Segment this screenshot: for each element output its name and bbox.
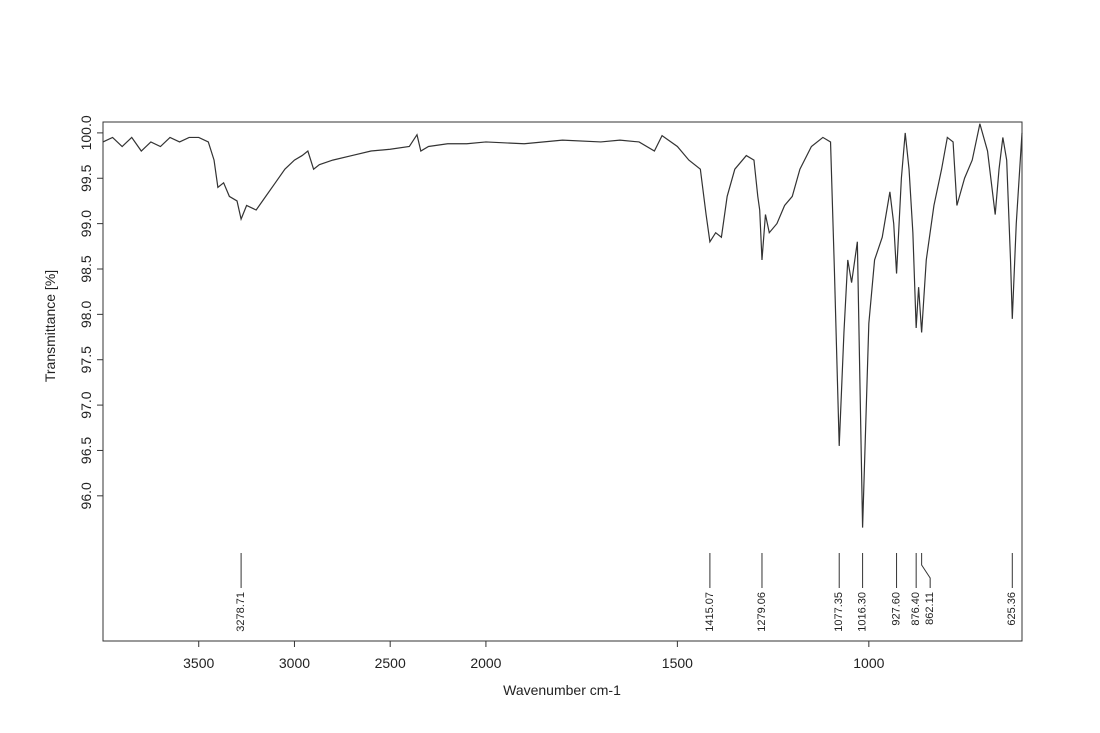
y-tick-label: 97.0 <box>78 391 94 418</box>
y-tick-label: 99.0 <box>78 210 94 237</box>
peak-label: 1415.07 <box>704 592 716 632</box>
x-axis-label: Wavenumber cm-1 <box>503 682 621 698</box>
peak-label: 1077.35 <box>833 592 845 632</box>
x-tick-label: 2500 <box>375 655 406 671</box>
y-tick-label: 96.0 <box>78 482 94 509</box>
peak-label: 862.11 <box>924 592 936 625</box>
y-tick-label: 97.5 <box>78 346 94 373</box>
plot-frame <box>102 121 1023 642</box>
y-axis-label: Transmittance [%] <box>42 270 58 382</box>
peak-label: 1016.30 <box>856 592 868 632</box>
x-tick-label: 3000 <box>279 655 310 671</box>
peak-leader <box>921 553 931 588</box>
peak-label: 876.40 <box>910 592 922 626</box>
y-tick-label: 96.5 <box>78 437 94 464</box>
y-tick-label: 98.0 <box>78 301 94 328</box>
spectrum-line <box>102 123 1023 528</box>
x-tick-label: 1000 <box>853 655 884 671</box>
x-tick-label: 2000 <box>470 655 501 671</box>
peak-label: 3278.71 <box>235 592 247 632</box>
peak-label: 625.36 <box>1006 592 1018 626</box>
y-tick-label: 98.5 <box>78 255 94 282</box>
y-tick-label: 99.5 <box>78 164 94 191</box>
x-tick-label: 1500 <box>662 655 693 671</box>
y-tick-label: 100.0 <box>78 115 94 150</box>
x-tick-label: 3500 <box>183 655 214 671</box>
peak-label: 927.60 <box>890 592 902 626</box>
peak-label: 1279.06 <box>756 592 768 632</box>
